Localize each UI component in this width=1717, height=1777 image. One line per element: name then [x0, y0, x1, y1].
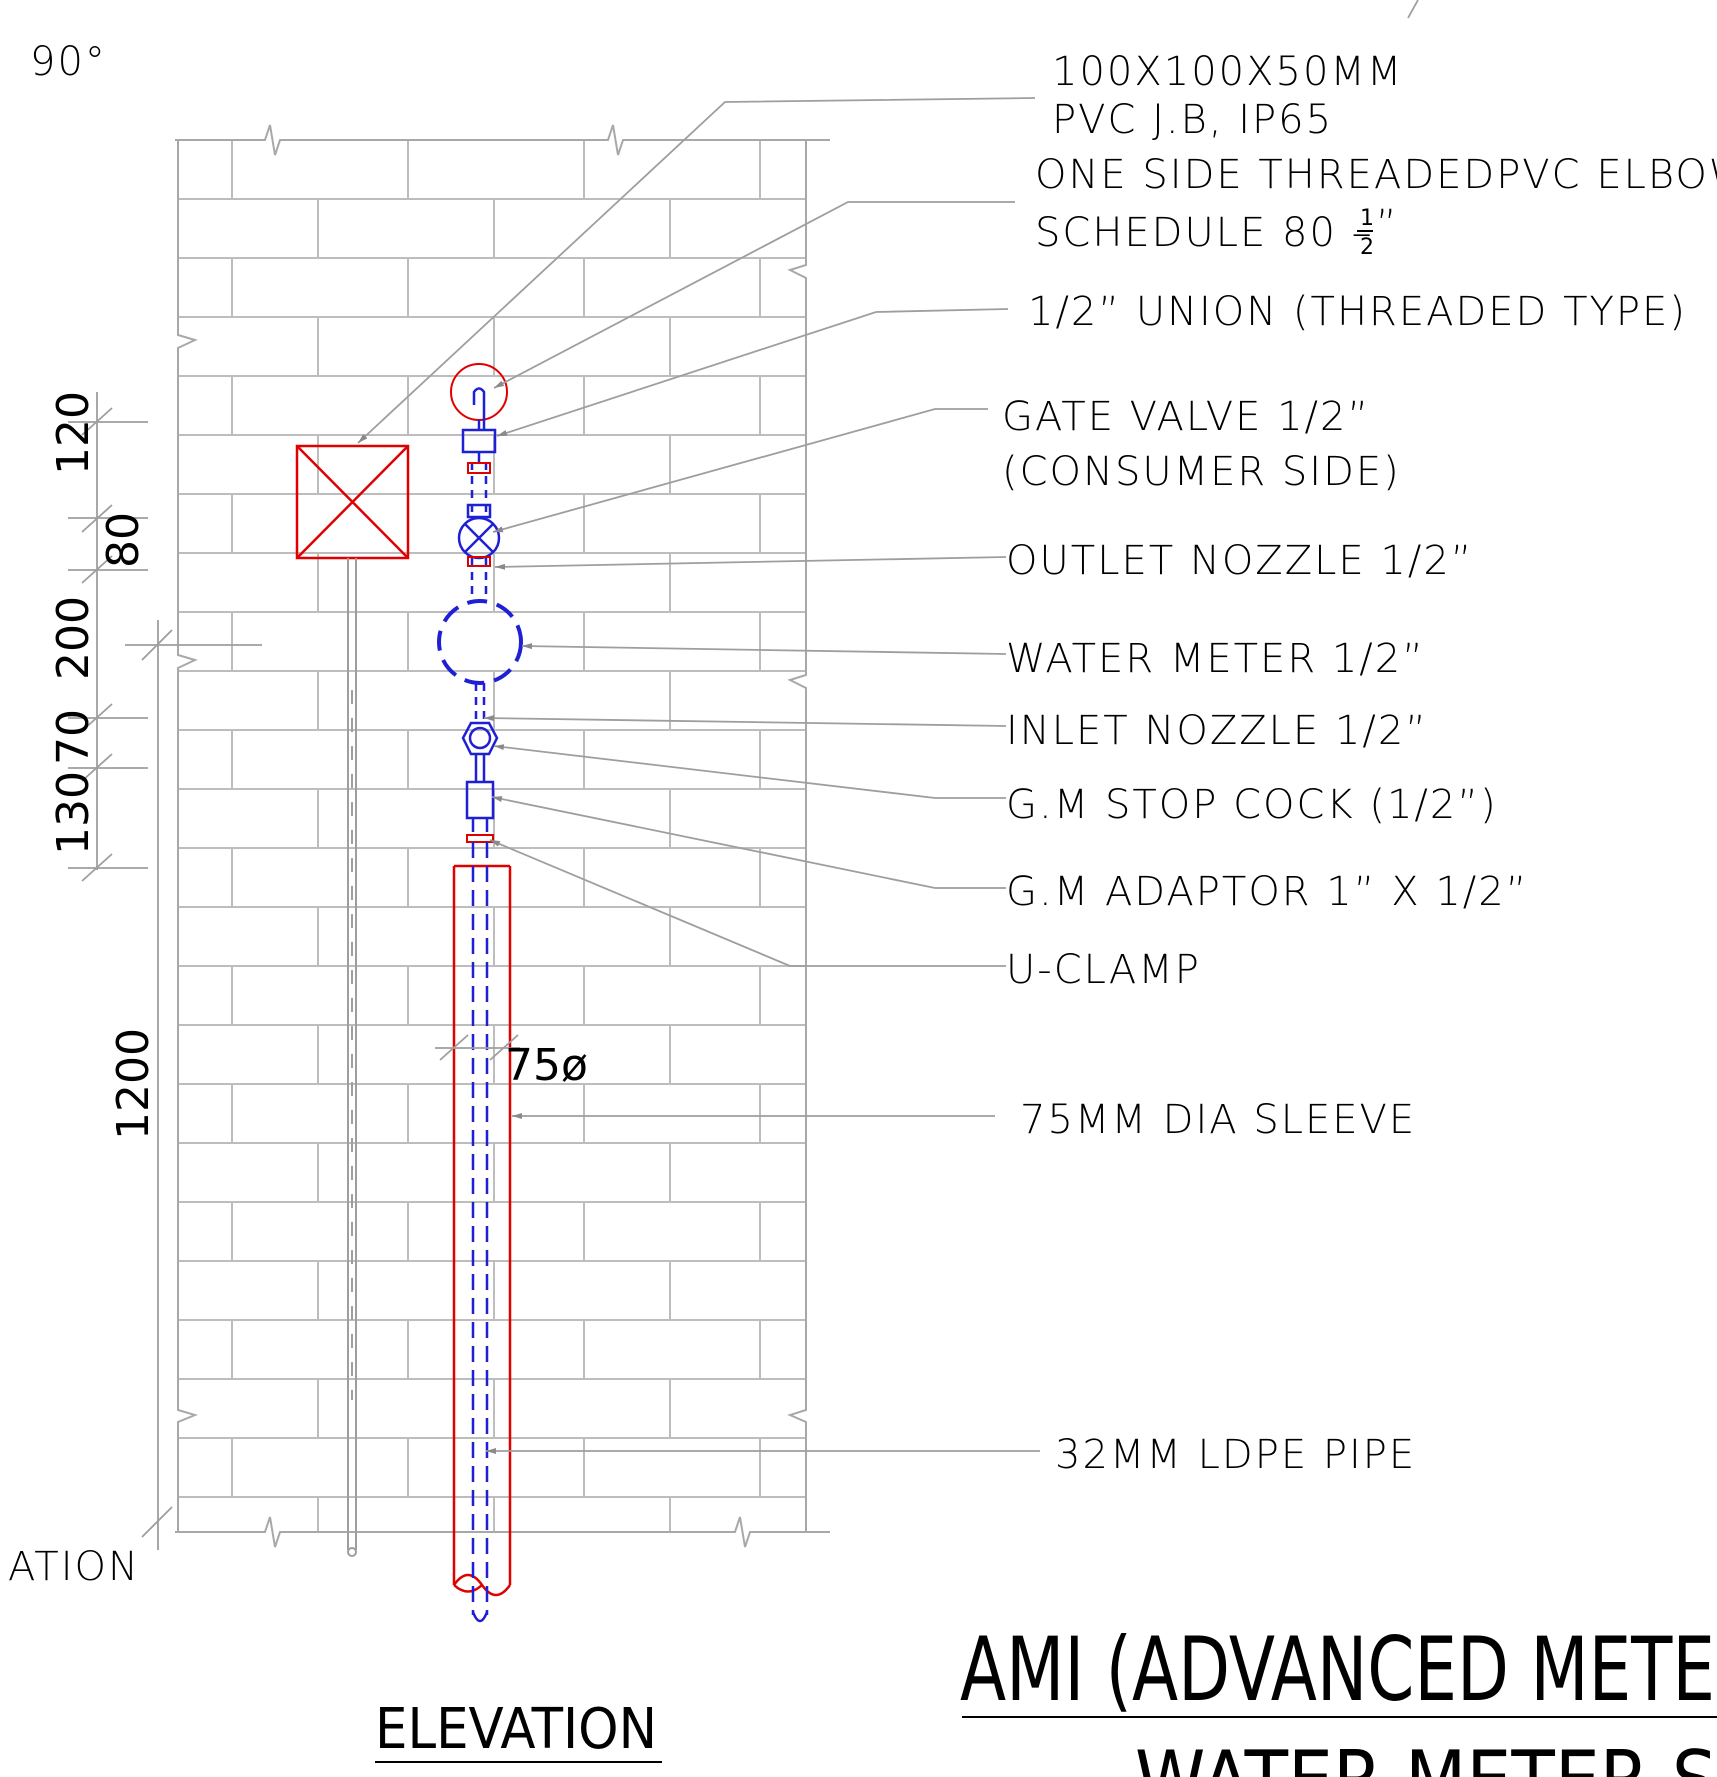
jb-conduit: [347, 558, 357, 1557]
sleeve-label: 75MM DIA SLEEVE: [1020, 1097, 1416, 1143]
elbow-fraction-inch-mark: ”: [1376, 202, 1399, 248]
drawing-title: AMI (ADVANCED METE: [960, 1618, 1715, 1721]
dim-80: 80: [98, 512, 149, 568]
pipe-assembly: [437, 387, 523, 832]
sleeve: [452, 864, 512, 1597]
outlet-nozzle-label: OUTLET NOZZLE 1/2”: [1006, 538, 1473, 584]
adaptor-label: G.M ADAPTOR 1” X 1/2”: [1006, 869, 1528, 915]
union-label: 1/2” UNION (THREADED TYPE): [1028, 289, 1687, 335]
red-fittings: [466, 462, 494, 843]
corner-note: 90°: [30, 39, 107, 85]
left-partial-label: ATION: [8, 1544, 140, 1590]
elbow-fraction-numerator: 1: [1360, 206, 1374, 231]
dim-200: 200: [48, 596, 99, 680]
gate-valve-label-line1: GATE VALVE 1/2”: [1002, 394, 1370, 440]
dim-120: 120: [48, 391, 99, 475]
ldpe-pipe-label: 32MM LDPE PIPE: [1055, 1432, 1416, 1478]
ldpe-pipe: [471, 842, 489, 1615]
gate-valve-label-line2: (CONSUMER SIDE): [1002, 449, 1401, 495]
ldpe-pipe-end: [471, 1611, 489, 1623]
u-clamp-label: U-CLAMP: [1006, 947, 1201, 993]
elbow-fraction-denominator: 2: [1360, 235, 1374, 260]
water-meter-label: WATER METER 1/2”: [1006, 636, 1425, 682]
dim-130: 130: [48, 771, 99, 855]
elevation-label: ELEVATION: [375, 1697, 657, 1762]
sleeve-diameter: 75ø: [505, 1040, 588, 1091]
elbow-marker: [450, 363, 508, 421]
leader-lines: [357, 97, 1040, 1454]
inlet-nozzle-label: INLET NOZZLE 1/2”: [1006, 708, 1428, 754]
drawing-subtitle-partial: WATER METER S: [1135, 1734, 1717, 1777]
jb-label-line1: 100X100X50MM: [1052, 49, 1403, 95]
dim-70: 70: [48, 709, 99, 765]
dimension-lines: [68, 0, 1419, 1550]
elbow-label-line1: ONE SIDE THREADEDPVC ELBOW 90°: [1035, 152, 1717, 198]
junction-box: [295, 444, 410, 560]
jb-label-line2: PVC J.B, IP65: [1052, 97, 1333, 143]
wall-outline: [175, 124, 830, 1548]
brick-wall: [178, 140, 806, 1532]
stop-cock-label: G.M STOP COCK (1/2”): [1006, 782, 1498, 828]
dim-1200: 1200: [108, 1028, 159, 1140]
elbow-label-line2: SCHEDULE 80 –: [1035, 210, 1374, 256]
